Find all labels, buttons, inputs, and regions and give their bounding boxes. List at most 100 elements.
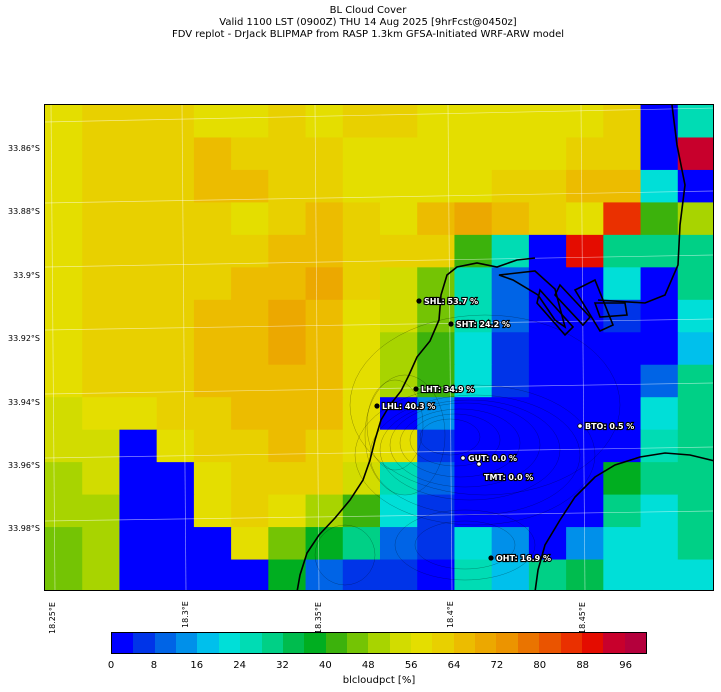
heatmap-cell <box>342 299 381 333</box>
heatmap-cell <box>528 494 567 528</box>
heatmap-cell <box>231 462 269 496</box>
heatmap-cell <box>566 462 604 496</box>
heatmap-cell <box>603 559 642 590</box>
colorbar-segment <box>581 633 604 653</box>
heatmap-cell <box>491 299 530 333</box>
title-line-2: Valid 1100 LST (0900Z) THU 14 Aug 2025 [… <box>219 17 517 28</box>
graticule-lines <box>45 105 713 590</box>
heatmap-cell <box>603 364 642 398</box>
heatmap-cell <box>342 137 381 171</box>
heatmap-cell <box>82 267 121 301</box>
station-label: LHT: 34.9 % <box>421 385 474 394</box>
heatmap-cell <box>342 429 381 463</box>
heatmap-cell <box>231 429 269 463</box>
heatmap-cell <box>491 494 530 528</box>
heatmap-cell <box>677 397 713 431</box>
station-dot <box>488 555 494 561</box>
heatmap-cell <box>677 137 713 171</box>
heatmap-cell <box>193 462 232 496</box>
heatmap-cell <box>454 137 493 171</box>
heatmap-cell <box>380 559 418 590</box>
heatmap-cell <box>677 462 713 496</box>
heatmap-cell <box>268 494 307 528</box>
heatmap-cell <box>119 169 158 203</box>
heatmap-cell <box>45 234 83 268</box>
heatmap-cell <box>640 494 679 528</box>
heatmap-cell <box>566 397 604 431</box>
heatmap-cell <box>528 105 567 139</box>
heatmap-cell <box>193 527 232 561</box>
heatmap-cell <box>156 462 195 496</box>
colorbar-segment <box>261 633 283 653</box>
heatmap-cell <box>268 527 307 561</box>
heatmap-cell <box>528 332 567 366</box>
heatmap-cell <box>342 397 381 431</box>
heatmap-cell <box>603 527 642 561</box>
figure-title: BL Cloud Cover Valid 1100 LST (0900Z) TH… <box>0 5 721 41</box>
heatmap-cell <box>156 559 195 590</box>
heatmap-cell <box>342 169 381 203</box>
heatmap-cell <box>640 169 679 203</box>
heatmap-cell <box>82 234 121 268</box>
heatmap-cell <box>82 299 121 333</box>
heatmap-cell <box>231 234 269 268</box>
heatmap-cell <box>82 429 121 463</box>
colorbar-segment <box>176 633 198 653</box>
heatmap-cell <box>417 105 456 139</box>
heatmap-cell <box>342 462 381 496</box>
heatmap-cell <box>231 105 269 139</box>
heatmap-cell <box>417 234 456 268</box>
colorbar-segment <box>389 633 412 653</box>
heatmap-cell <box>305 267 344 301</box>
heatmap-cell <box>566 137 604 171</box>
heatmap-cell <box>268 137 307 171</box>
heatmap-cell <box>156 429 195 463</box>
station-label: SHL: 53.7 % <box>424 297 478 306</box>
heatmap-cell <box>640 332 679 366</box>
heatmap-cell <box>454 364 493 398</box>
lat-label: 33.88°S <box>8 207 40 216</box>
heatmap-cell <box>156 527 195 561</box>
heatmap-cell <box>566 494 604 528</box>
heatmap-cell <box>193 559 232 590</box>
heatmap-cell <box>305 202 344 236</box>
station-label: OHT: 16.9 % <box>496 554 551 563</box>
heatmap-cell <box>82 169 121 203</box>
colorbar-segment <box>154 633 177 653</box>
heatmap-cell <box>528 527 567 561</box>
heatmap-cell <box>417 494 456 528</box>
heatmap-cell <box>231 137 269 171</box>
heatmap-cell <box>640 267 679 301</box>
heatmap-cell <box>528 559 567 590</box>
colorbar-segment <box>517 633 540 653</box>
heatmap-cell <box>156 137 195 171</box>
heatmap-cell <box>640 137 679 171</box>
heatmap-cell <box>491 105 530 139</box>
heatmap-cell <box>82 202 121 236</box>
colorbar-segment <box>240 633 262 653</box>
heatmap-cell <box>82 105 121 139</box>
colorbar-tick-label: 72 <box>490 660 504 671</box>
colorbar-segment <box>218 633 241 653</box>
lat-label: 33.92°S <box>8 334 40 343</box>
heatmap-cell <box>305 105 344 139</box>
heatmap-cell <box>491 169 530 203</box>
heatmap-cell <box>268 397 307 431</box>
station-label: GUT: 0.0 % <box>468 454 517 463</box>
heatmap-cell <box>45 299 83 333</box>
colorbar-tick-label: 16 <box>190 660 204 671</box>
heatmap-cell <box>119 299 158 333</box>
heatmap-cell <box>380 527 418 561</box>
heatmap-cell <box>268 462 307 496</box>
heatmap-cell <box>454 169 493 203</box>
heatmap-cell <box>119 202 158 236</box>
heatmap-cell <box>305 397 344 431</box>
heatmap-cell <box>417 559 456 590</box>
heatmap-cell <box>342 494 381 528</box>
heatmap-cell <box>156 234 195 268</box>
heatmap-cell <box>231 299 269 333</box>
heatmap-cell <box>603 494 642 528</box>
heatmap-cell <box>528 137 567 171</box>
heatmap-cell <box>231 332 269 366</box>
heatmap-cell <box>119 137 158 171</box>
